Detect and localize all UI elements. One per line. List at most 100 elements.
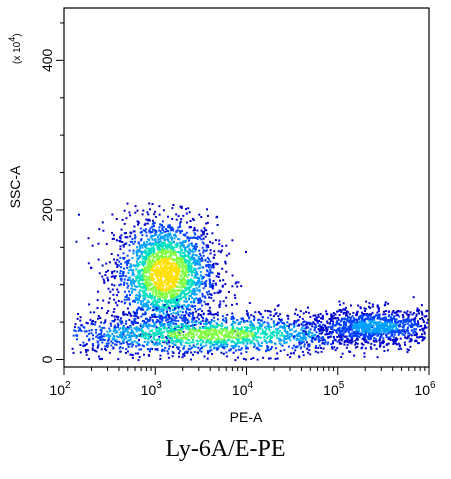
scatter-point [110,253,113,255]
scatter-point [231,322,234,325]
scatter-point [424,325,426,328]
scatter-point [267,324,270,326]
scatter-point [411,313,414,316]
scatter-point [143,337,146,340]
scatter-point [376,327,379,330]
scatter-point [258,324,261,327]
scatter-point [116,331,119,334]
scatter-point [324,340,327,343]
scatter-point [171,355,174,358]
scatter-point [130,291,133,294]
scatter-point [170,271,173,274]
scatter-point [384,313,387,316]
scatter-point [88,329,91,332]
scatter-point [158,313,161,316]
scatter-point [392,316,395,319]
scatter-point [283,322,285,325]
scatter-point [232,316,234,319]
scatter-point [204,285,207,288]
scatter-point [237,329,240,332]
scatter-point [170,301,173,304]
scatter-point [360,323,363,325]
scatter-point [143,284,146,286]
scatter-point [379,326,382,329]
scatter-point [395,343,398,346]
scatter-point [280,318,283,321]
scatter-point [179,254,182,257]
scatter-point [205,339,208,342]
scatter-point [128,298,131,301]
scatter-point [162,250,165,253]
scatter-point [423,331,426,334]
scatter-point [135,279,138,282]
scatter-point [304,336,307,339]
scatter-point [187,261,190,264]
scatter-point [193,289,196,292]
scatter-point [202,317,205,320]
scatter-point [213,316,215,319]
scatter-point [181,280,184,283]
scatter-point [173,333,176,336]
scatter-point [308,343,311,346]
scatter-point [121,337,124,340]
scatter-point [169,299,172,302]
scatter-point [131,238,134,240]
scatter-point [328,332,331,335]
scatter-point [148,256,151,259]
scatter-point [173,336,176,339]
scatter-point [407,315,410,318]
scatter-point [129,325,132,327]
scatter-point [387,342,390,345]
scatter-point [206,260,209,263]
scatter-point [117,291,120,294]
scatter-point [358,318,361,321]
scatter-point [82,341,85,344]
scatter-point [148,324,151,327]
scatter-point [181,304,184,307]
scatter-point [97,290,99,293]
scatter-point [231,312,234,315]
scatter-point [116,288,119,291]
scatter-point [358,330,361,333]
scatter-point [205,246,208,249]
scatter-point [389,326,392,329]
scatter-point [171,322,174,324]
scatter-point [285,331,288,334]
scatter-point [199,339,202,342]
scatter-point [162,262,164,265]
scatter-point [190,242,193,245]
scatter-point [383,350,386,352]
scatter-point [358,325,361,328]
scatter-point [320,332,323,335]
scatter-point [209,293,212,296]
scatter-point [389,321,392,324]
scatter-point [278,318,281,320]
scatter-point [170,337,173,340]
scatter-point [159,315,162,318]
scatter-point [336,336,339,338]
scatter-point [151,291,154,294]
scatter-point [420,325,422,328]
scatter-point [191,258,194,261]
scatter-point [252,338,255,341]
scatter-point [215,332,218,335]
scatter-point [149,231,152,234]
scatter-point [224,345,227,348]
scatter-point [79,316,82,319]
scatter-point [149,283,151,286]
scatter-point [185,327,187,330]
scatter-point [220,327,223,330]
scatter-point [253,319,255,321]
scatter-point [212,324,215,327]
scatter-point [232,336,235,339]
scatter-point [94,349,96,352]
scatter-point [192,353,194,356]
scatter-point [425,326,428,329]
scatter-point [232,317,234,320]
scatter-point [346,314,349,317]
scatter-point [135,330,138,333]
scatter-point [128,334,131,337]
scatter-point [275,331,278,334]
scatter-point [194,282,197,285]
scatter-point [139,328,142,331]
